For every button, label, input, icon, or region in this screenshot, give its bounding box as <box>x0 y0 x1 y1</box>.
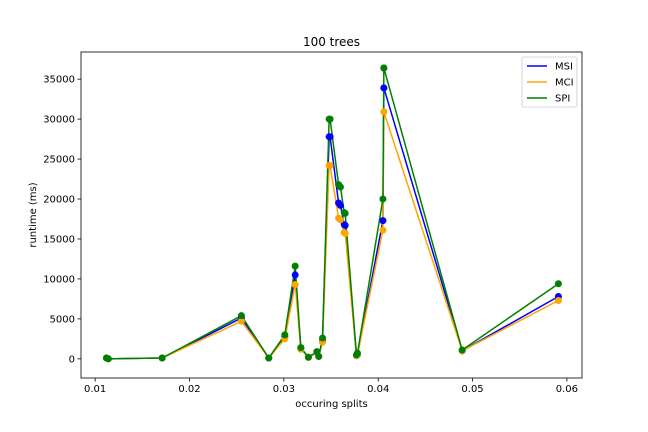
x-tick-label: 0.02 <box>178 384 200 395</box>
data-point-msi <box>379 217 387 225</box>
data-point-spi <box>265 354 273 362</box>
y-tick-label: 25000 <box>43 155 75 166</box>
data-point-spi <box>326 115 334 123</box>
data-point-spi <box>237 312 245 320</box>
data-point-mci <box>237 317 245 325</box>
data-point-mci <box>341 229 349 237</box>
data-point-mci <box>326 161 334 169</box>
data-point-mci <box>291 281 299 289</box>
data-point-spi <box>379 195 387 203</box>
data-point-spi <box>380 64 388 72</box>
x-tick-label: 0.04 <box>367 384 389 395</box>
legend-label-spi: SPI <box>555 94 570 105</box>
y-tick-label: 30000 <box>43 115 75 126</box>
data-point-msi <box>326 133 334 141</box>
data-point-mci <box>380 108 388 116</box>
data-point-msi <box>336 201 344 209</box>
data-point-spi <box>341 209 349 217</box>
x-tick-label: 0.03 <box>273 384 295 395</box>
chart-title: 100 trees <box>303 35 360 49</box>
data-point-spi <box>304 353 312 361</box>
y-tick-label: 10000 <box>43 274 75 285</box>
y-tick-label: 0 <box>69 354 75 365</box>
data-point-mci <box>336 216 344 224</box>
x-axis-label: occuring splits <box>295 399 367 410</box>
x-tick-label: 0.05 <box>461 384 483 395</box>
y-axis-label: runtime (ms) <box>28 182 39 247</box>
data-point-spi <box>281 331 289 339</box>
y-tick-label: 5000 <box>50 314 75 325</box>
legend-box <box>521 56 578 108</box>
data-point-msi <box>291 271 299 279</box>
plot-frame <box>80 51 583 379</box>
legend-label-msi: MSI <box>555 62 573 73</box>
legend-label-mci: MCI <box>555 78 574 89</box>
axes: 0.01 0.02 0.03 0.04 0.05 0.06 0 5000 10000 15000 2… <box>43 51 583 395</box>
data-point-spi <box>297 344 305 352</box>
data-point-msi <box>341 221 349 229</box>
series-line-spi <box>106 67 559 360</box>
data-point-spi <box>554 280 562 288</box>
data-point-spi <box>291 262 299 270</box>
data-point-spi <box>158 354 166 362</box>
data-point-mci <box>379 226 387 234</box>
data-point-msi <box>380 84 388 92</box>
data-point-spi <box>315 352 323 360</box>
x-tick-label: 0.06 <box>556 384 578 395</box>
legend: MSI MCI SPI <box>521 56 578 108</box>
plot-area <box>102 64 562 363</box>
y-tick-label: 15000 <box>43 234 75 245</box>
data-point-spi <box>458 346 466 354</box>
x-tick-label: 0.01 <box>84 384 106 395</box>
y-tick-label: 20000 <box>43 195 75 206</box>
data-point-spi <box>336 183 344 191</box>
data-point-spi <box>353 349 361 357</box>
data-point-spi <box>319 334 327 342</box>
y-tick-label: 35000 <box>43 75 75 86</box>
data-point-spi <box>104 355 112 363</box>
data-point-mci <box>554 297 562 304</box>
